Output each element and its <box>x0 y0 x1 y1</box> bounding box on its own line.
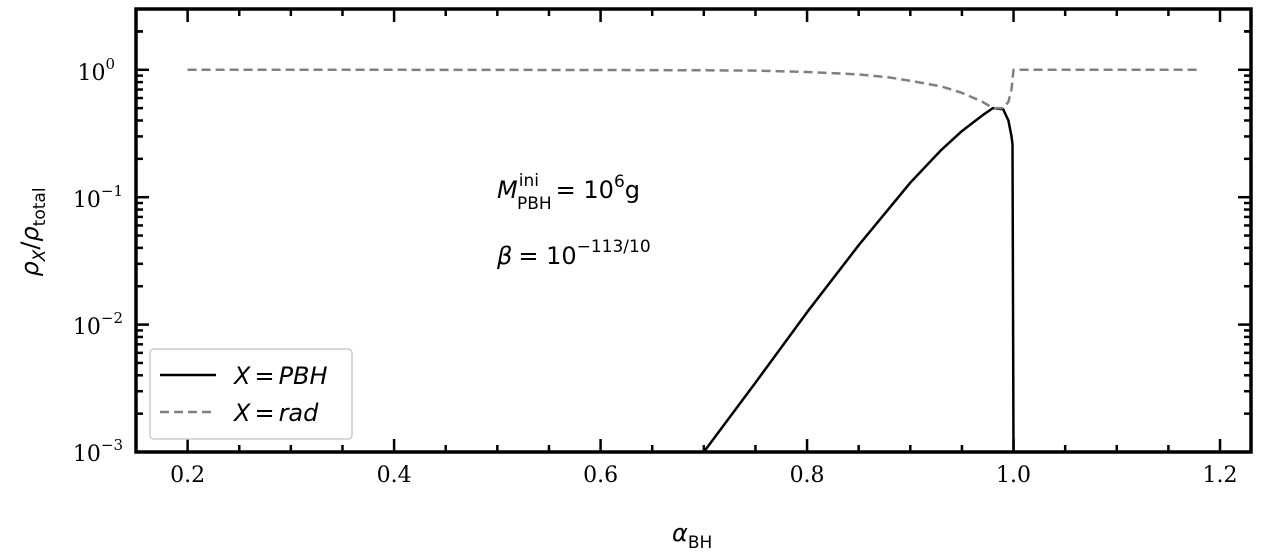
plot-frame <box>134 7 1253 454</box>
x-tick-label: 0.4 <box>377 463 412 488</box>
x-tick-label: 1.2 <box>1203 463 1238 488</box>
series-layer <box>187 68 1200 453</box>
x-axis-label: αBH <box>672 519 712 553</box>
y-tick-labels: 100 10−1 10−2 10−3 <box>73 55 123 467</box>
annotation-mass: Mini PBH = 106g <box>497 171 640 214</box>
legend-label-pbh: X = PBH <box>232 362 328 390</box>
y-tick-label-1: 100 <box>77 55 115 86</box>
legend: X = PBH X = rad <box>149 348 353 440</box>
y-axis-label: ρX/ρtotal <box>16 187 50 276</box>
legend-box <box>149 348 353 440</box>
legend-label-rad: X = rad <box>232 399 319 427</box>
x-tick-label: 0.2 <box>170 463 205 488</box>
annotation-beta: β = 10−113/10 <box>496 237 651 270</box>
y-tick-label-0.1: 10−1 <box>73 182 123 213</box>
x-tick-label: 0.6 <box>583 463 618 488</box>
x-tick-label: 1.0 <box>996 463 1031 488</box>
x-tick-label: 0.8 <box>790 463 825 488</box>
series-line-rad <box>187 68 1200 110</box>
y-tick-label-0.01: 10−2 <box>73 309 123 340</box>
series-line-pbh <box>702 106 1015 453</box>
y-tick-label-0.001: 10−3 <box>73 436 123 467</box>
